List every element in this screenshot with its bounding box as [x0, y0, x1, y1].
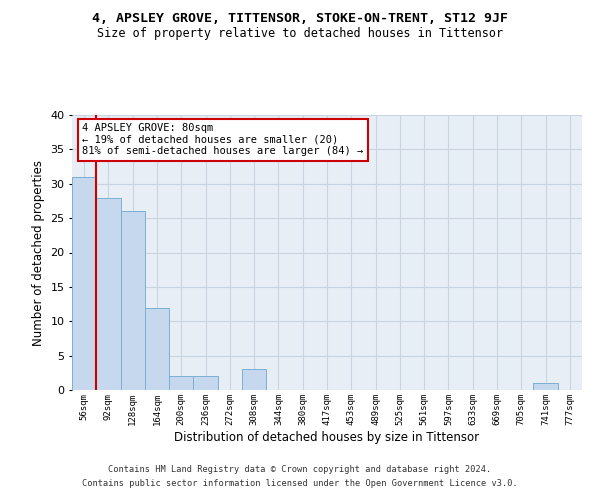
Bar	[145, 308, 169, 390]
X-axis label: Distribution of detached houses by size in Tittensor: Distribution of detached houses by size …	[175, 430, 479, 444]
Y-axis label: Number of detached properties: Number of detached properties	[32, 160, 44, 346]
Bar	[169, 376, 193, 390]
Text: 4, APSLEY GROVE, TITTENSOR, STOKE-ON-TRENT, ST12 9JF: 4, APSLEY GROVE, TITTENSOR, STOKE-ON-TRE…	[92, 12, 508, 26]
Bar	[533, 383, 558, 390]
Bar	[72, 177, 96, 390]
Text: Contains HM Land Registry data © Crown copyright and database right 2024.
Contai: Contains HM Land Registry data © Crown c…	[82, 466, 518, 487]
Bar	[193, 376, 218, 390]
Bar	[242, 370, 266, 390]
Text: 4 APSLEY GROVE: 80sqm
← 19% of detached houses are smaller (20)
81% of semi-deta: 4 APSLEY GROVE: 80sqm ← 19% of detached …	[82, 123, 364, 156]
Bar	[121, 211, 145, 390]
Text: Size of property relative to detached houses in Tittensor: Size of property relative to detached ho…	[97, 28, 503, 40]
Bar	[96, 198, 121, 390]
